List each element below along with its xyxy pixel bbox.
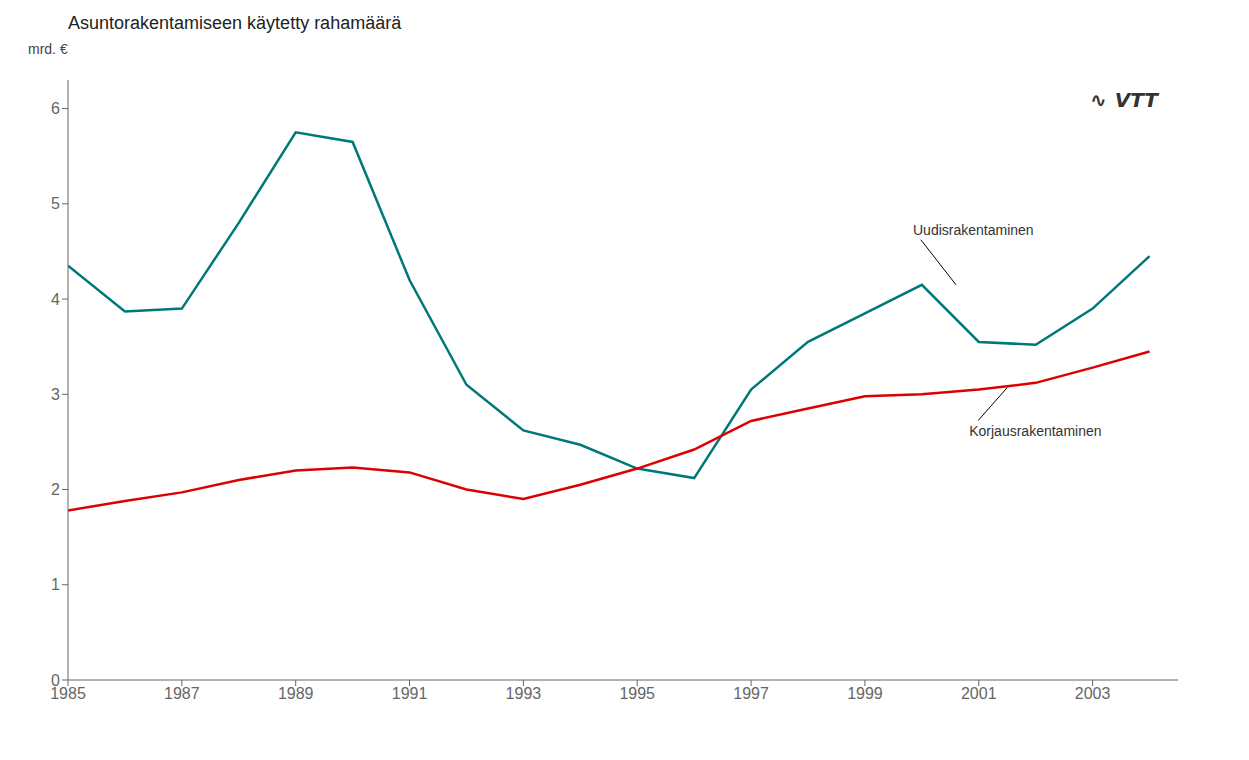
svg-text:1999: 1999 (847, 685, 883, 702)
html-text:∿ VTT: ∿ VTT (1090, 88, 1158, 112)
html-text:mrd. €: mrd. € (28, 41, 68, 57)
svg-text:2001: 2001 (961, 685, 997, 702)
svg-text:Uudisrakentaminen: Uudisrakentaminen (913, 222, 1034, 238)
svg-text:1993: 1993 (506, 685, 542, 702)
svg-text:1995: 1995 (619, 685, 655, 702)
svg-text:Korjausrakentaminen: Korjausrakentaminen (969, 423, 1101, 439)
svg-text:1: 1 (51, 576, 60, 593)
svg-text:2003: 2003 (1075, 685, 1111, 702)
html-text:Asuntorakentamiseen käytetty r: Asuntorakentamiseen käytetty rahamäärä (68, 13, 402, 33)
svg-text:1991: 1991 (392, 685, 428, 702)
svg-text:5: 5 (51, 195, 60, 212)
svg-text:6: 6 (51, 100, 60, 117)
svg-text:1985: 1985 (50, 685, 86, 703)
svg-text:1989: 1989 (278, 685, 314, 702)
svg-text:3: 3 (51, 386, 60, 403)
svg-text:0: 0 (51, 672, 60, 689)
svg-text:2: 2 (51, 481, 60, 498)
svg-text:1997: 1997 (733, 685, 769, 702)
svg-text:4: 4 (51, 291, 60, 308)
svg-text:1987: 1987 (164, 685, 200, 702)
